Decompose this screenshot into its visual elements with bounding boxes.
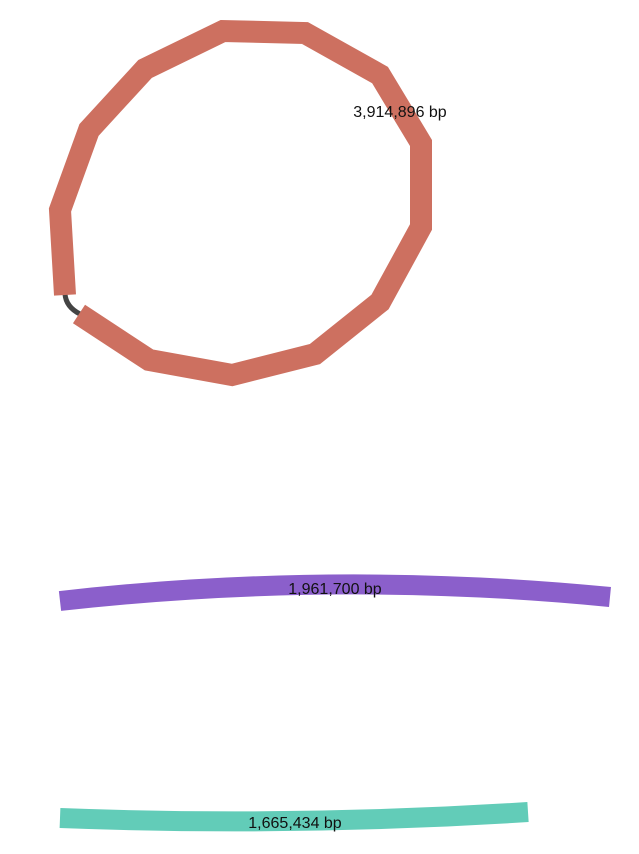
contig-3-length-label: 1,665,434 bp: [248, 815, 342, 832]
contig-2-length-label: 1,961,700 bp: [288, 581, 382, 598]
contig-1-node[interactable]: [48, 19, 432, 387]
contig-1-self-link[interactable]: [62, 291, 83, 317]
contig-2-node[interactable]: [58, 574, 611, 611]
contig-1-length-label: 3,914,896 bp: [353, 104, 447, 121]
contig-3-node[interactable]: [59, 802, 529, 832]
